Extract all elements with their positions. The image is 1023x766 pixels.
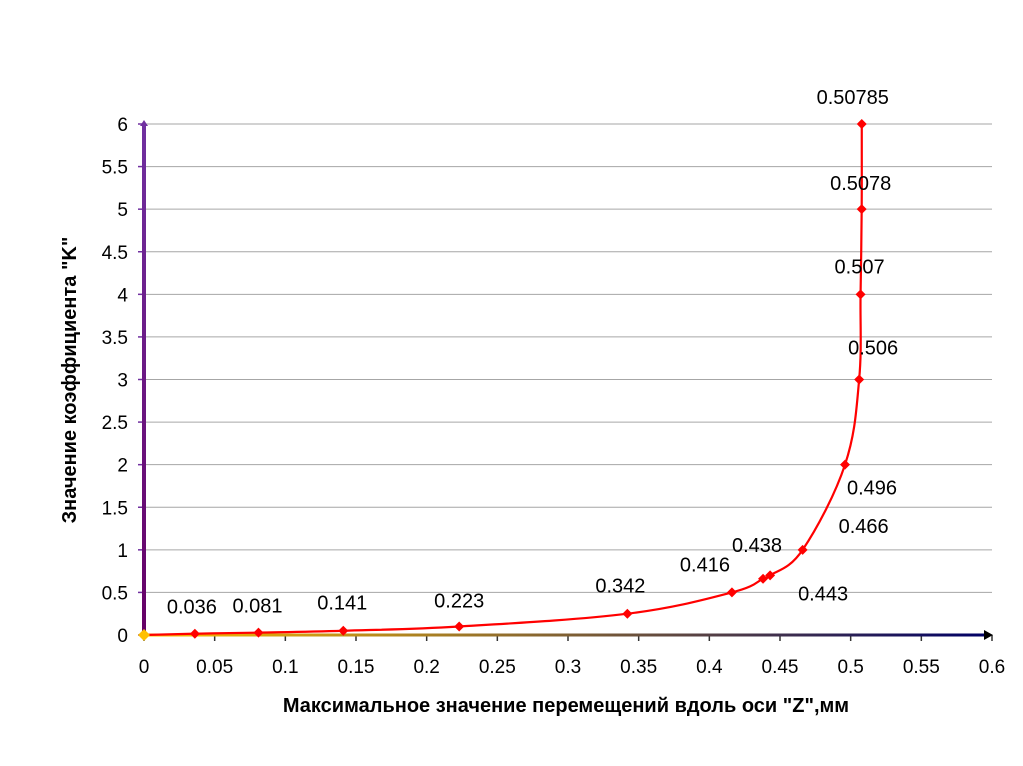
data-label: 0.342 — [595, 576, 645, 598]
y-axis-arrow — [140, 120, 148, 126]
x-tick-label: 0.25 — [479, 657, 516, 678]
x-tick-label: 0 — [139, 657, 150, 678]
data-label: 0.438 — [732, 535, 782, 557]
data-label: 0.416 — [680, 554, 730, 576]
y-tick-label: 5.5 — [102, 158, 128, 179]
x-tick-label: 0.4 — [696, 657, 723, 678]
data-point-marker — [758, 573, 769, 584]
x-tick-label: 0.45 — [762, 657, 799, 678]
data-point-marker — [338, 625, 349, 636]
data-point-marker — [854, 374, 865, 385]
data-label: 0.141 — [317, 593, 367, 615]
data-label: 0.466 — [839, 516, 889, 538]
data-point-marker — [765, 570, 776, 581]
data-point-marker — [855, 289, 866, 300]
x-axis-line — [144, 633, 986, 637]
x-tick-label: 0.35 — [620, 657, 657, 678]
y-tick-label: 2 — [117, 456, 128, 477]
y-tick-label: 3 — [117, 371, 128, 392]
x-tick-label: 0.3 — [555, 657, 581, 678]
data-label: 0.223 — [434, 590, 484, 612]
data-point-marker — [189, 628, 200, 639]
series-layer — [138, 119, 867, 641]
axes — [140, 120, 993, 640]
x-axis-arrow — [984, 630, 993, 640]
x-tick-label: 0.15 — [338, 657, 375, 678]
data-point-marker — [840, 459, 851, 470]
y-tick-labels: 0 0.5 1 1.5 2 2.5 3 3.5 4 4.5 5 5.5 6 — [102, 115, 129, 647]
y-tick-label: 4.5 — [102, 243, 128, 264]
x-tick-labels: 0 0.05 0.1 0.15 0.2 0.25 0.3 0.35 0.4 0.45 0.5 0.55… — [139, 657, 1006, 678]
data-point-marker — [726, 587, 737, 598]
data-label: 0.081 — [232, 596, 282, 618]
data-label: 0.443 — [798, 583, 848, 605]
data-label: 0.496 — [847, 478, 897, 500]
y-tick-label: 0.5 — [102, 583, 128, 604]
y-tick-label: 3.5 — [102, 328, 128, 349]
y-tick-label: 1.5 — [102, 498, 128, 519]
x-tick-label: 0.5 — [837, 657, 863, 678]
y-axis-line — [142, 124, 146, 635]
data-label: 0.507 — [835, 256, 885, 278]
y-tick-label: 5 — [117, 200, 128, 221]
y-tick-label: 1 — [117, 541, 128, 562]
data-point-marker — [253, 627, 264, 638]
data-point-marker — [622, 608, 633, 619]
x-tick-label: 0.05 — [196, 657, 233, 678]
data-point-marker — [454, 621, 465, 632]
y-tick-label: 4 — [117, 285, 128, 306]
data-label: 0.506 — [848, 338, 898, 360]
y-tick-label: 6 — [117, 115, 128, 136]
gridlines — [138, 123, 993, 641]
x-tick-label: 0.1 — [272, 657, 298, 678]
data-point-marker — [138, 629, 150, 641]
data-label: 0.50785 — [817, 87, 889, 109]
data-point-marker — [797, 544, 808, 555]
data-point-marker — [856, 204, 867, 215]
y-tick-label: 2.5 — [102, 413, 128, 434]
data-label: 0.5078 — [830, 173, 891, 195]
x-tick-label: 0.55 — [903, 657, 940, 678]
y-tick-label: 0 — [117, 626, 128, 647]
x-tick-label: 0.6 — [979, 657, 1005, 678]
data-label: 0.036 — [167, 597, 217, 619]
x-tick-label: 0.2 — [413, 657, 439, 678]
x-axis-title: Максимальное значение перемещений вдоль … — [283, 695, 849, 717]
data-point-marker — [856, 119, 867, 129]
y-axis-title: Значение коэффициента "K" — [59, 237, 81, 524]
